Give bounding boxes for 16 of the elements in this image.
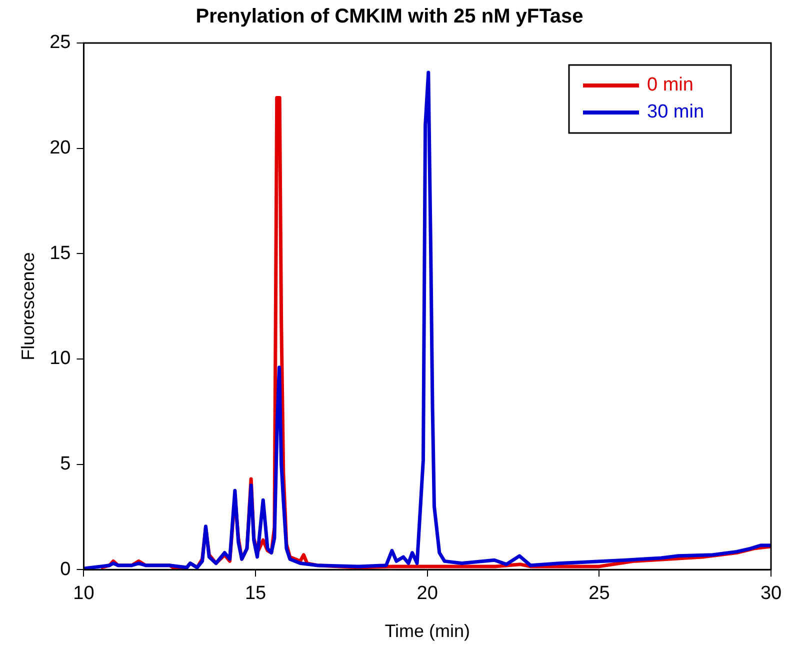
x-tick-label: 10 [73,583,94,604]
y-tick-label: 25 [50,32,71,54]
y-axis-title: Fluorescence [18,252,38,360]
legend-label: 0 min [647,74,694,96]
y-tick-label: 0 [60,558,71,580]
y-tick-label: 5 [60,454,71,475]
x-tick-label: 15 [244,583,266,604]
y-tick-label: 15 [50,242,71,264]
x-tick-label: 30 [760,583,782,604]
chart-title: Prenylation of CMKIM with 25 nM yFTase [196,6,584,28]
x-tick-label: 20 [416,583,438,604]
legend-label: 30 min [647,102,704,123]
y-tick-label: 20 [50,138,71,159]
y-tick-label: 10 [50,348,71,370]
x-tick-label: 25 [588,583,610,604]
x-axis-title: Time (min) [384,621,470,642]
